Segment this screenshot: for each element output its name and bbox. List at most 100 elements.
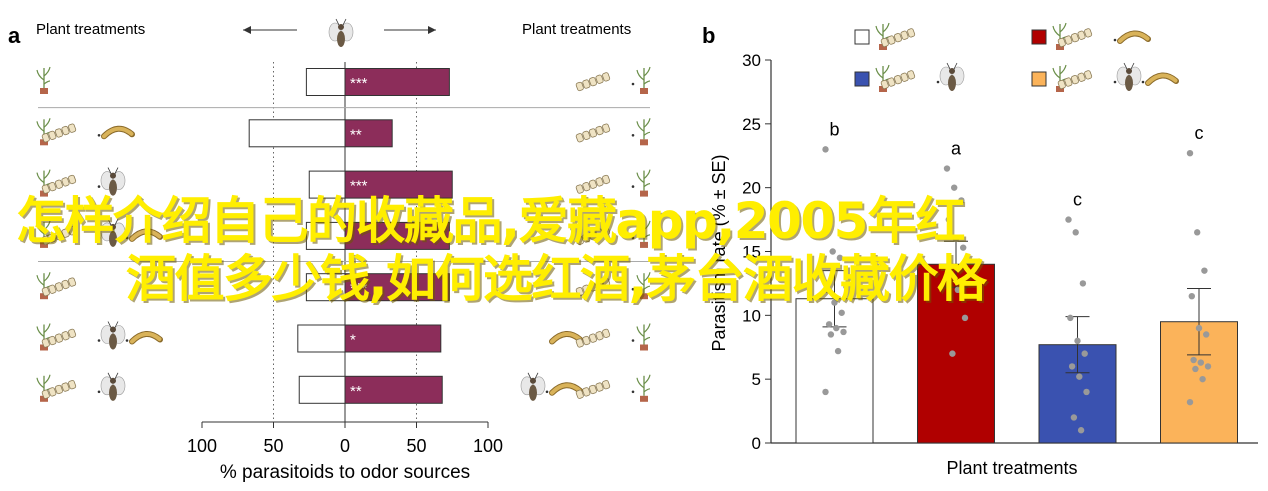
x-tick-label: 50 (406, 436, 426, 456)
bar-right (344, 221, 450, 250)
wasp-icon (520, 372, 546, 401)
eggs-icon (41, 123, 77, 143)
data-point (1186, 149, 1194, 157)
panel-a-chart: **************100 50 0 50 100 (36, 62, 651, 456)
bar (917, 263, 995, 444)
data-point (827, 331, 835, 338)
data-point (822, 146, 829, 153)
data-point (943, 165, 951, 172)
data-point (822, 388, 829, 396)
right-arrow-icon (384, 26, 436, 34)
data-point (960, 244, 967, 251)
data-point (1190, 356, 1197, 364)
bar-left (308, 170, 346, 199)
data-point (833, 324, 840, 332)
data-point (945, 216, 952, 223)
significance-label: *** (350, 280, 368, 297)
significance-label: *** (350, 75, 368, 92)
data-point (958, 197, 965, 204)
plant-icon (36, 66, 51, 94)
plant-icon (636, 323, 651, 351)
separator-dot (631, 185, 635, 188)
plant-icon (636, 118, 651, 146)
data-point (1081, 350, 1088, 357)
bar-left (305, 221, 346, 250)
data-point (829, 248, 836, 255)
data-point (1201, 267, 1208, 274)
separator-dot (631, 236, 635, 240)
separator-dot (631, 390, 635, 394)
eggs-icon (575, 226, 611, 245)
y-tick-label: 5 (752, 370, 761, 389)
eggs-icon (41, 277, 77, 297)
bar-right (344, 273, 450, 302)
data-point (1067, 314, 1074, 322)
bar-left (297, 324, 346, 353)
separator-dot (631, 339, 635, 342)
data-point (1072, 229, 1079, 236)
eggs-icon (880, 28, 916, 48)
wasp-icon (100, 218, 126, 247)
plant-icon (636, 169, 651, 197)
panel-b-legend (854, 22, 1179, 92)
larva-icon (129, 331, 163, 345)
significance-letter: c (1195, 123, 1204, 143)
y-tick-label: 10 (742, 306, 761, 325)
data-point (824, 286, 831, 293)
larva-icon (129, 228, 163, 242)
bar-left (305, 273, 346, 302)
significance-label: * (350, 332, 356, 349)
eggs-icon (575, 277, 611, 297)
data-point (1077, 427, 1085, 434)
data-point (1199, 375, 1206, 383)
larva-icon (549, 382, 583, 396)
larva-icon (101, 125, 135, 140)
eggs-icon (1057, 70, 1093, 90)
bar-right (344, 375, 443, 404)
data-point (836, 254, 844, 262)
wasp-icon (328, 18, 354, 47)
y-tick-label: 30 (742, 51, 761, 70)
eggs-icon (575, 328, 611, 348)
y-tick-label: 20 (742, 179, 761, 198)
separator-dot (545, 390, 549, 394)
significance-letter: b (829, 119, 839, 139)
y-tick-label: 0 (752, 434, 761, 453)
separator-dot (125, 339, 129, 342)
separator-dot (97, 134, 101, 137)
plant-icon (36, 169, 51, 197)
eggs-icon (575, 174, 611, 194)
data-point (1074, 337, 1081, 345)
separator-dot (1113, 38, 1117, 42)
data-point (1204, 363, 1212, 370)
data-point (1083, 388, 1090, 396)
x-tick-label: 100 (473, 436, 503, 456)
x-tick-label: 0 (340, 436, 350, 456)
data-point (840, 328, 847, 336)
bar-right (344, 119, 393, 148)
eggs-icon (41, 226, 77, 245)
x-tick-label: 100 (187, 436, 217, 456)
panel-b-chart: 0 5 10 15 20 25 30 b a c c (742, 51, 1258, 453)
separator-dot (1113, 80, 1117, 84)
legend-swatch (1031, 29, 1047, 45)
significance-label: ** (350, 126, 362, 143)
plant-icon (636, 374, 651, 402)
larva-icon (1117, 30, 1151, 44)
eggs-icon (575, 72, 611, 92)
plant-icon (636, 66, 651, 94)
wasp-icon (1116, 62, 1142, 91)
data-point (952, 235, 960, 242)
legend-swatch (854, 29, 870, 45)
data-point (951, 184, 958, 191)
bar-right (344, 324, 442, 353)
wasp-icon (100, 321, 126, 350)
bar-right (344, 170, 453, 199)
larva-icon (1145, 72, 1179, 86)
separator-dot (125, 236, 129, 240)
panel-a-right-title: Plant treatments (522, 21, 631, 38)
data-point (1065, 216, 1072, 223)
panel-a-label: a (8, 23, 21, 48)
data-point (949, 350, 956, 357)
